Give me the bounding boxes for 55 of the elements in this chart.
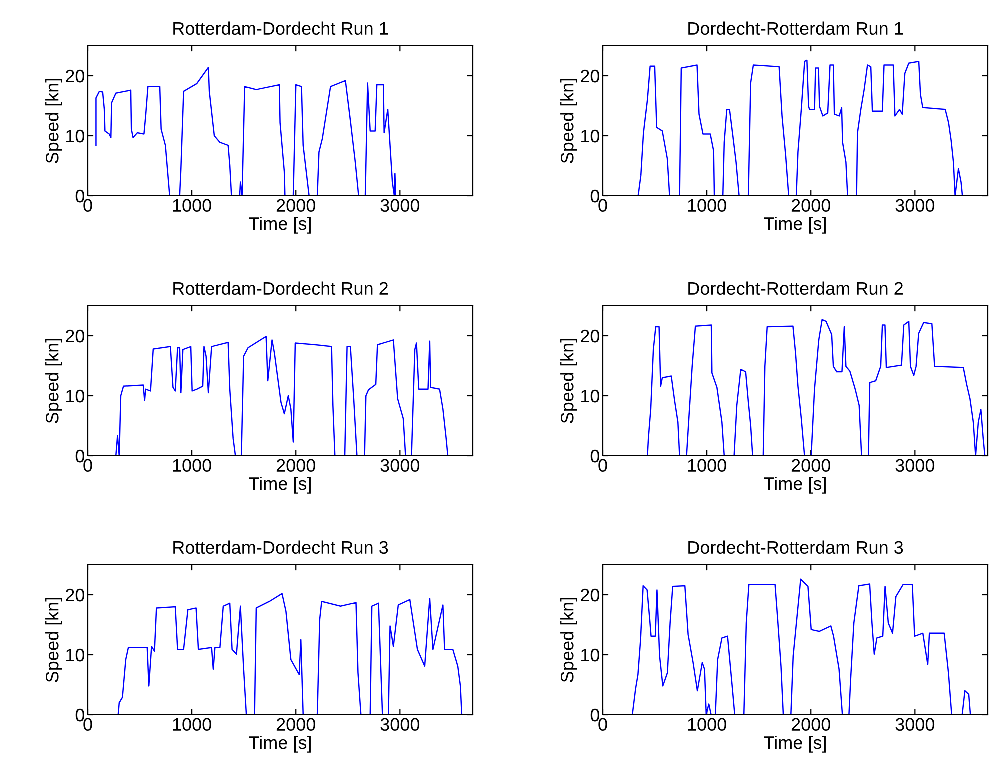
x-tick-label: 3000 — [380, 459, 420, 472]
chart-title: Rotterdam-Dordecht Run 3 — [174, 540, 388, 554]
x-tick-label: 3000 — [896, 199, 935, 212]
y-tick-label: 20 — [581, 588, 600, 602]
y-tick-label: 20 — [66, 70, 85, 83]
y-tick-label: 0 — [76, 708, 85, 722]
x-tick-label: 2000 — [276, 718, 316, 732]
x-axis-title: Time [s] — [764, 477, 826, 494]
y-tick-label: 10 — [582, 648, 600, 662]
x-tick-label: 3000 — [380, 199, 420, 212]
y-tick-label: 10 — [66, 130, 85, 143]
x-axis-title: Time [s] — [249, 477, 311, 494]
chart-title: Dordecht-Rotterdam Run 1 — [688, 22, 904, 36]
y-tick-label: 0 — [590, 708, 600, 722]
y-tick-label: 10 — [66, 390, 85, 403]
chart-title: Rotterdam-Dordecht Run 1 — [174, 22, 388, 36]
y-tick-label: 0 — [76, 450, 85, 463]
y-axis-title: Speed [kn] — [46, 79, 62, 164]
x-axis-title: Time [s] — [249, 217, 311, 234]
y-tick-label: 10 — [66, 648, 85, 662]
x-tick-label: 1000 — [173, 459, 212, 472]
y-axis-title: Speed [kn] — [46, 598, 62, 682]
y-tick-label: 10 — [582, 390, 600, 403]
y-tick-label: 20 — [66, 588, 85, 602]
y-axis-title: Speed [kn] — [560, 598, 578, 682]
y-tick-label: 10 — [582, 130, 600, 143]
x-tick-label: 1000 — [173, 718, 212, 732]
y-tick-label: 0 — [590, 190, 600, 203]
x-axis-title: Time [s] — [249, 736, 311, 753]
chart-title: Dordecht-Rotterdam Run 3 — [688, 540, 904, 554]
chart-title: Dordecht-Rotterdam Run 2 — [688, 282, 903, 296]
y-tick-label: 0 — [76, 190, 85, 203]
x-tick-label: 3000 — [896, 459, 935, 472]
x-tick-label: 2000 — [792, 459, 830, 472]
y-tick-label: 20 — [581, 70, 600, 83]
x-axis-title: Time [s] — [764, 736, 826, 753]
x-tick-label: 1000 — [688, 459, 726, 472]
y-tick-label: 0 — [590, 450, 600, 463]
y-tick-label: 20 — [66, 330, 85, 343]
x-tick-label: 3000 — [896, 718, 935, 732]
x-tick-label: 2000 — [792, 718, 830, 732]
y-tick-label: 20 — [581, 330, 600, 343]
x-tick-label: 1000 — [173, 199, 212, 212]
x-tick-label: 2000 — [276, 199, 316, 212]
y-axis-title: Speed [kn] — [560, 339, 578, 424]
y-axis-title: Speed [kn] — [46, 339, 62, 424]
line-series — [96, 66, 397, 196]
x-tick-label: 2000 — [792, 199, 830, 212]
x-tick-label: 1000 — [688, 718, 726, 732]
x-tick-label: 3000 — [380, 718, 420, 732]
chart-title: Rotterdam-Dordecht Run 2 — [174, 282, 388, 296]
x-axis-title: Time [s] — [764, 217, 826, 234]
y-axis-title: Speed [kn] — [560, 79, 578, 164]
x-tick-label: 1000 — [688, 199, 726, 212]
x-tick-label: 2000 — [276, 459, 316, 472]
